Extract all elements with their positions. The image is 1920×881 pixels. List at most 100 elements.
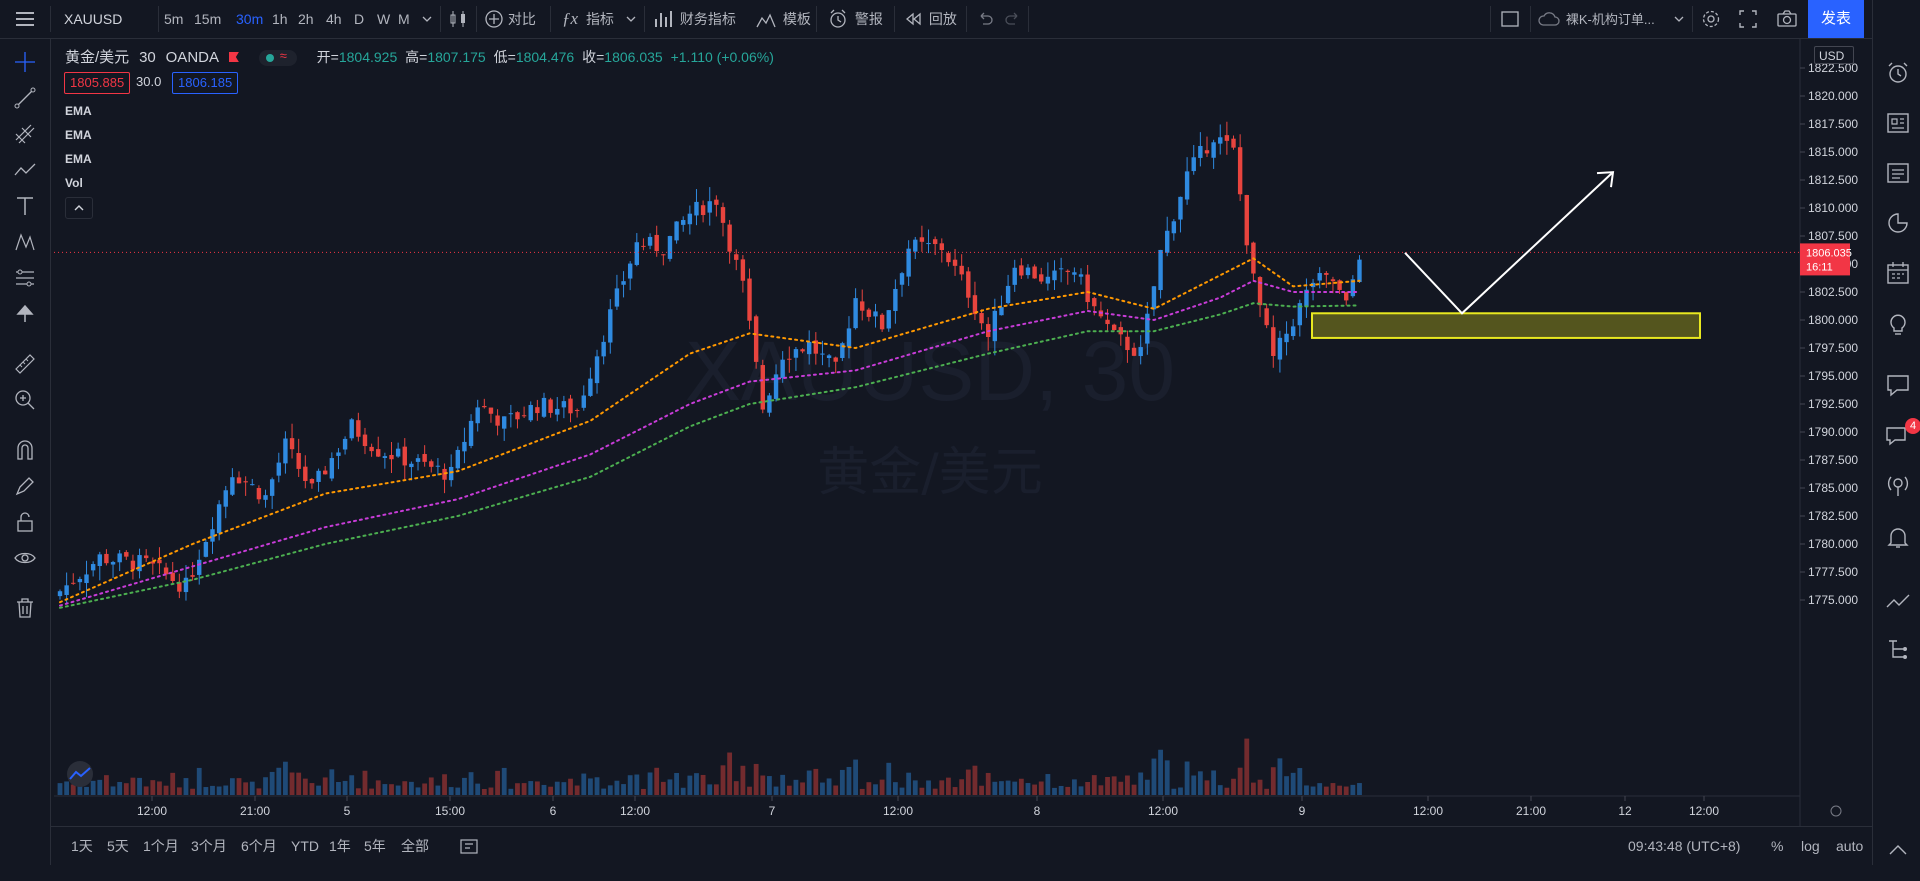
streams-icon[interactable]: [1883, 470, 1913, 500]
symbol-search[interactable]: XAUUSD: [64, 11, 123, 27]
xabcd-pattern-icon[interactable]: [11, 228, 39, 256]
redo-icon[interactable]: [1004, 0, 1022, 38]
volume-bar: [1164, 760, 1170, 795]
object-tree-icon[interactable]: [1883, 634, 1913, 664]
range-2[interactable]: 1个月: [143, 838, 179, 854]
zoom-in-icon[interactable]: [11, 386, 39, 414]
interval-W[interactable]: W: [377, 11, 391, 27]
volume-bar: [1178, 787, 1183, 795]
indicator-volume[interactable]: Vol: [65, 176, 83, 190]
range-7[interactable]: 5年: [364, 838, 386, 854]
candle-style-icon[interactable]: [449, 0, 467, 38]
ideas-bulb-icon[interactable]: [1883, 308, 1913, 338]
undo-icon[interactable]: [976, 0, 994, 38]
layout-square-icon[interactable]: [1500, 0, 1520, 38]
percent-scale-button[interactable]: %: [1771, 838, 1784, 854]
text-tool-icon[interactable]: [11, 192, 39, 220]
prediction-tool-icon[interactable]: [11, 264, 39, 292]
replay-button[interactable]: 回放: [904, 0, 957, 38]
candle-body: [1085, 274, 1090, 303]
interval-15m[interactable]: 15m: [194, 11, 222, 27]
pattern-tool-icon[interactable]: [11, 156, 39, 184]
hotlist-icon[interactable]: [1883, 208, 1913, 238]
fib-tool-icon[interactable]: [11, 120, 39, 148]
camera-icon[interactable]: [1776, 0, 1798, 38]
volume-bar: [1323, 786, 1329, 795]
templates-button[interactable]: 模板: [756, 0, 811, 38]
compare-button[interactable]: 对比: [484, 0, 536, 38]
range-1[interactable]: 5天: [107, 838, 129, 854]
candle-body: [1158, 249, 1163, 291]
go-to-date-icon[interactable]: [459, 827, 479, 866]
notifications-bell-icon[interactable]: [1883, 522, 1913, 552]
watchlist-icon[interactable]: [1883, 158, 1913, 188]
buy-button[interactable]: 1806.185: [172, 72, 239, 94]
interval-1h[interactable]: 1h: [272, 11, 288, 27]
messages-icon[interactable]: [1883, 420, 1913, 450]
indicator-ema-1[interactable]: EMA: [65, 104, 92, 118]
interval-2h[interactable]: 2h: [298, 11, 314, 27]
publish-button[interactable]: 发表: [1808, 0, 1864, 38]
interval-4h[interactable]: 4h: [326, 11, 342, 27]
indicators-button[interactable]: ƒx 指标: [562, 0, 614, 38]
financials-button[interactable]: 财务指标: [654, 0, 736, 38]
sell-button[interactable]: 1805.885: [64, 72, 131, 94]
volume-bar: [130, 777, 136, 795]
auto-scale-button[interactable]: auto: [1836, 838, 1864, 854]
indicators-dropdown-icon[interactable]: [626, 0, 636, 38]
eye-icon[interactable]: [11, 544, 39, 572]
market-status-badge[interactable]: ≈: [258, 48, 297, 67]
candle-body: [1237, 147, 1243, 195]
candle-body: [1350, 279, 1356, 297]
menu-icon[interactable]: [14, 0, 36, 38]
range-4[interactable]: 6个月: [241, 838, 277, 854]
volume-bar: [163, 785, 169, 795]
interval-M[interactable]: M: [398, 11, 410, 27]
news-icon[interactable]: [1883, 108, 1913, 138]
interval-30m[interactable]: 30m: [236, 11, 264, 27]
range-8[interactable]: 全部: [401, 838, 429, 854]
volume-bar: [992, 781, 998, 795]
draw-mode-icon[interactable]: [11, 472, 39, 500]
alarm-clock-icon[interactable]: [1883, 58, 1913, 88]
crosshair-icon[interactable]: [11, 48, 39, 76]
clock[interactable]: 09:43:48 (UTC+8): [1628, 838, 1741, 854]
indicator-ema-2[interactable]: EMA: [65, 128, 92, 142]
lock-icon[interactable]: [11, 508, 39, 536]
magnet-icon[interactable]: [11, 436, 39, 464]
chart-canvas[interactable]: XAUUSD, 30 黄金/美元 1822.500 1820.000 1817.500 1…: [0, 0, 1872, 865]
range-0[interactable]: 1天: [71, 838, 93, 854]
symbol-name[interactable]: 黄金/美元: [65, 49, 130, 66]
interval-D[interactable]: D: [354, 11, 365, 27]
fullscreen-icon[interactable]: [1738, 0, 1758, 38]
collapse-panel-icon[interactable]: [1883, 836, 1913, 862]
volume-bar: [946, 777, 951, 795]
candle-body: [853, 298, 858, 329]
ruler-icon[interactable]: [11, 350, 39, 378]
interval-5m[interactable]: 5m: [164, 11, 184, 27]
trend-line-icon[interactable]: [11, 84, 39, 112]
time-tick-label: 5: [344, 804, 351, 818]
data-window-icon[interactable]: [1883, 586, 1913, 616]
arrow-up-icon[interactable]: [11, 300, 39, 328]
chat-icon[interactable]: [1883, 370, 1913, 400]
volume-bar: [607, 785, 613, 795]
log-scale-button[interactable]: log: [1801, 838, 1820, 854]
layout-name-button[interactable]: 裸K-机构订单...: [1538, 0, 1655, 38]
trash-icon[interactable]: [11, 594, 39, 622]
indicator-ema-3[interactable]: EMA: [65, 152, 92, 166]
interval-dropdown-icon[interactable]: [422, 0, 432, 38]
collapse-legend-button[interactable]: [65, 197, 93, 219]
candle-body: [316, 470, 321, 482]
range-6[interactable]: 1年: [329, 838, 351, 854]
range-5[interactable]: YTD: [291, 838, 319, 854]
calendar-icon[interactable]: [1883, 258, 1913, 288]
alert-button[interactable]: 警报: [828, 0, 883, 38]
volume-bar: [820, 782, 825, 795]
settings-gear-icon[interactable]: [1700, 0, 1722, 38]
layout-dropdown-icon[interactable]: [1674, 0, 1684, 38]
candle-body: [97, 554, 102, 567]
candle-body: [806, 341, 812, 355]
currency-selector[interactable]: USD: [1814, 46, 1854, 64]
range-3[interactable]: 3个月: [191, 838, 227, 854]
